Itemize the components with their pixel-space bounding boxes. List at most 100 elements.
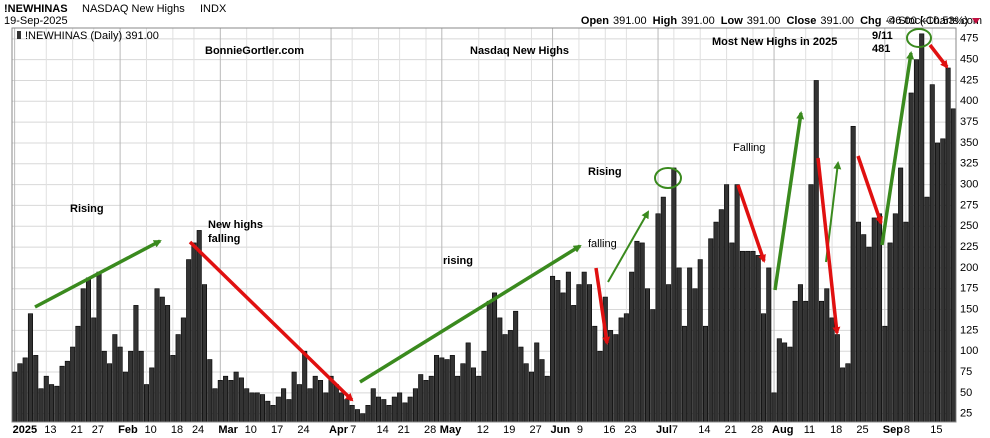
- y-tick-label: 50: [960, 387, 972, 399]
- bar: [565, 271, 571, 423]
- bar: [217, 380, 223, 423]
- bar: [650, 309, 656, 423]
- bar: [54, 385, 60, 423]
- bar: [666, 284, 672, 423]
- bar: [750, 250, 756, 423]
- quote-value: -46.00 (-10.53%): [885, 15, 968, 27]
- bar: [576, 284, 582, 423]
- bar: [539, 359, 545, 423]
- bar: [196, 230, 202, 423]
- bar: [70, 346, 76, 423]
- bar: [782, 342, 788, 423]
- bar: [444, 359, 450, 423]
- annotation: Most New Highs in 2025: [712, 36, 837, 48]
- bar: [96, 271, 102, 423]
- bar: [760, 313, 767, 423]
- bar: [945, 67, 951, 423]
- date: 19-Sep-2025: [4, 15, 68, 27]
- bar: [122, 371, 128, 423]
- bar: [866, 246, 872, 423]
- arrow: [607, 210, 649, 283]
- bar: [861, 234, 867, 423]
- bar: [470, 367, 476, 423]
- arrows: [34, 28, 949, 402]
- bar: [513, 310, 519, 423]
- x-tick-label: 7: [350, 424, 356, 436]
- bar: [370, 388, 376, 423]
- bar: [180, 317, 186, 423]
- bar: [64, 360, 70, 423]
- quote-label: High: [653, 15, 678, 27]
- x-tick-label: 18: [830, 424, 842, 436]
- x-tick-label: 8: [904, 424, 910, 436]
- bar: [903, 221, 909, 423]
- bar: [107, 363, 113, 423]
- plot-frame: [11, 27, 957, 423]
- x-tick-label: May: [440, 424, 462, 436]
- quote-value: 391.00: [613, 15, 647, 27]
- bar: [792, 300, 798, 423]
- y-tick-label: 400: [960, 95, 978, 107]
- bar: [286, 399, 292, 423]
- x-tick-label: 12: [477, 424, 489, 436]
- x-tick-label: 21: [725, 424, 737, 436]
- x-tick-label: 13: [44, 424, 56, 436]
- x-tick-label: 19: [503, 424, 515, 436]
- bar: [713, 221, 719, 423]
- quote-label: Close: [786, 15, 816, 27]
- bar: [644, 288, 651, 423]
- bar: [133, 305, 139, 423]
- bar: [766, 267, 772, 423]
- bar: [734, 184, 740, 423]
- bar: [819, 300, 825, 423]
- x-tick-label: 28: [751, 424, 763, 436]
- bar: [608, 330, 614, 423]
- bar: [402, 402, 408, 423]
- bar: [676, 267, 682, 423]
- highlight-circle: [906, 28, 932, 48]
- bar: [212, 388, 218, 423]
- bar: [929, 84, 935, 423]
- bar: [592, 325, 598, 423]
- bar: [518, 346, 524, 423]
- highlight-circle: [654, 167, 682, 189]
- y-tick-label: 250: [960, 220, 978, 232]
- bar: [75, 325, 81, 423]
- bar: [486, 300, 492, 423]
- bar: [143, 384, 149, 423]
- bar: [465, 342, 471, 423]
- bar: [38, 388, 44, 423]
- bar: [850, 125, 856, 423]
- bar: [455, 375, 461, 423]
- annotation: New highs: [208, 219, 263, 231]
- bar: [724, 184, 730, 423]
- bar: [254, 392, 260, 423]
- bar: [692, 288, 698, 423]
- x-tick-label: Feb: [118, 424, 138, 436]
- bar: [80, 288, 86, 423]
- bar: [360, 413, 366, 423]
- exchange: INDX: [200, 3, 227, 15]
- bar: [434, 355, 440, 423]
- x-tick-label: 11: [804, 424, 815, 436]
- y-tick-label: 100: [960, 345, 978, 357]
- bar: [581, 271, 587, 423]
- bar: [159, 296, 165, 423]
- arrow: [736, 184, 766, 263]
- bar: [771, 392, 777, 423]
- x-tick-label: Jul: [656, 424, 672, 436]
- bar: [228, 380, 234, 423]
- bar: [629, 271, 635, 423]
- arrow: [34, 239, 162, 309]
- bar: [623, 313, 629, 423]
- bar: [376, 396, 382, 423]
- arrow: [773, 111, 805, 291]
- bar: [12, 371, 18, 423]
- annotation: rising: [443, 255, 473, 267]
- bar: [840, 367, 846, 423]
- bar: [898, 167, 904, 423]
- bar: [639, 242, 645, 423]
- x-tick-label: 14: [377, 424, 389, 436]
- bar: [877, 213, 883, 423]
- bar: [492, 292, 498, 423]
